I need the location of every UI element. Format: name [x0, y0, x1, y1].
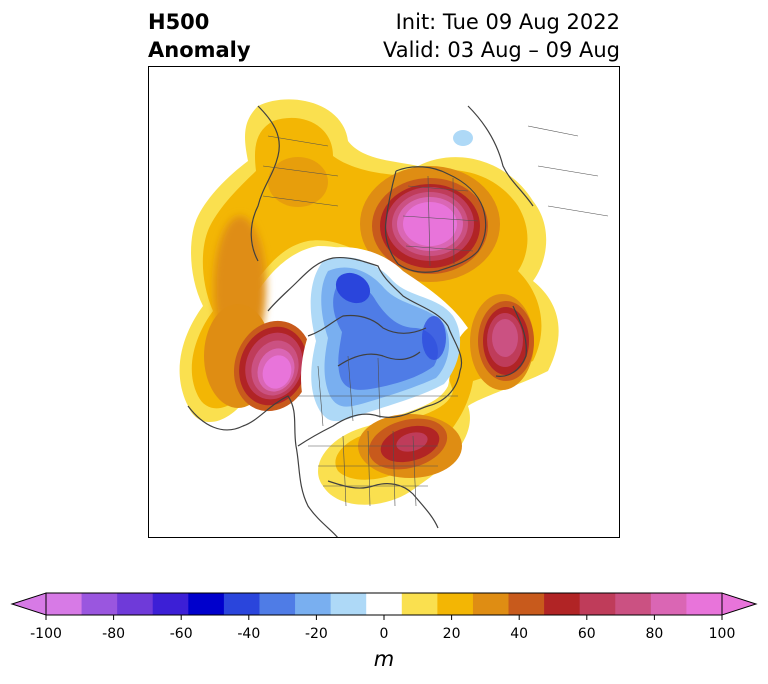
- init-label: Init: Tue 09 Aug 2022: [395, 10, 620, 34]
- colorbar-segment: [615, 593, 652, 615]
- valid-label: Valid: 03 Aug – 09 Aug: [382, 38, 620, 62]
- colorbar-segment: [259, 593, 296, 615]
- colorbar-segment: [472, 593, 510, 615]
- colorbar-tick-label: -100: [30, 626, 62, 642]
- borders: [262, 125, 609, 507]
- colorbar-segment: [579, 593, 616, 615]
- colorbar-segment: [223, 593, 260, 615]
- colorbar-segment: [81, 593, 118, 615]
- map-dates: Init: Tue 09 Aug 2022 Valid: 03 Aug – 09…: [383, 8, 620, 64]
- colorbar: [10, 592, 758, 620]
- colorbar-segment: [544, 593, 581, 615]
- colorbar-segment: [366, 593, 403, 615]
- map-title: H500 Anomaly: [148, 8, 251, 64]
- map-border: [148, 66, 620, 538]
- title-line-2: Anomaly: [148, 38, 251, 62]
- colorbar-tick-label: 20: [442, 626, 461, 642]
- colorbar-tick-label: -40: [237, 626, 261, 642]
- colorbar-under-arrow: [10, 592, 47, 616]
- colorbar-segment: [686, 593, 723, 615]
- colorbar-tick-label: -80: [102, 626, 126, 642]
- colorbar-segment: [650, 593, 687, 615]
- anomaly-map: [148, 66, 620, 538]
- colorbar-tick-label: 60: [577, 626, 596, 642]
- colorbar-segment: [188, 593, 225, 615]
- colorbar-segment: [437, 593, 474, 615]
- colorbar-tick-label: 80: [645, 626, 664, 642]
- anomaly-fill-negative: [301, 130, 473, 436]
- coastlines: [187, 105, 534, 538]
- colorbar-tick-label: -20: [304, 626, 328, 642]
- colorbar-segment: [46, 593, 83, 615]
- colorbar-tick-label: 100: [708, 626, 736, 642]
- colorbar-tick-label: -60: [169, 626, 193, 642]
- colorbar-tick-label: 0: [379, 626, 389, 642]
- colorbar-over-arrow: [721, 592, 758, 616]
- colorbar-unit-label: m: [373, 647, 395, 671]
- colorbar-segment: [330, 593, 367, 615]
- colorbar-segment: [117, 593, 154, 615]
- colorbar-segment: [508, 593, 545, 615]
- colorbar-segment: [152, 593, 189, 615]
- colorbar-tick-label: 40: [510, 626, 529, 642]
- colorbar-segment: [401, 593, 438, 615]
- title-line-1: H500: [148, 10, 210, 34]
- colorbar-segment: [295, 593, 332, 615]
